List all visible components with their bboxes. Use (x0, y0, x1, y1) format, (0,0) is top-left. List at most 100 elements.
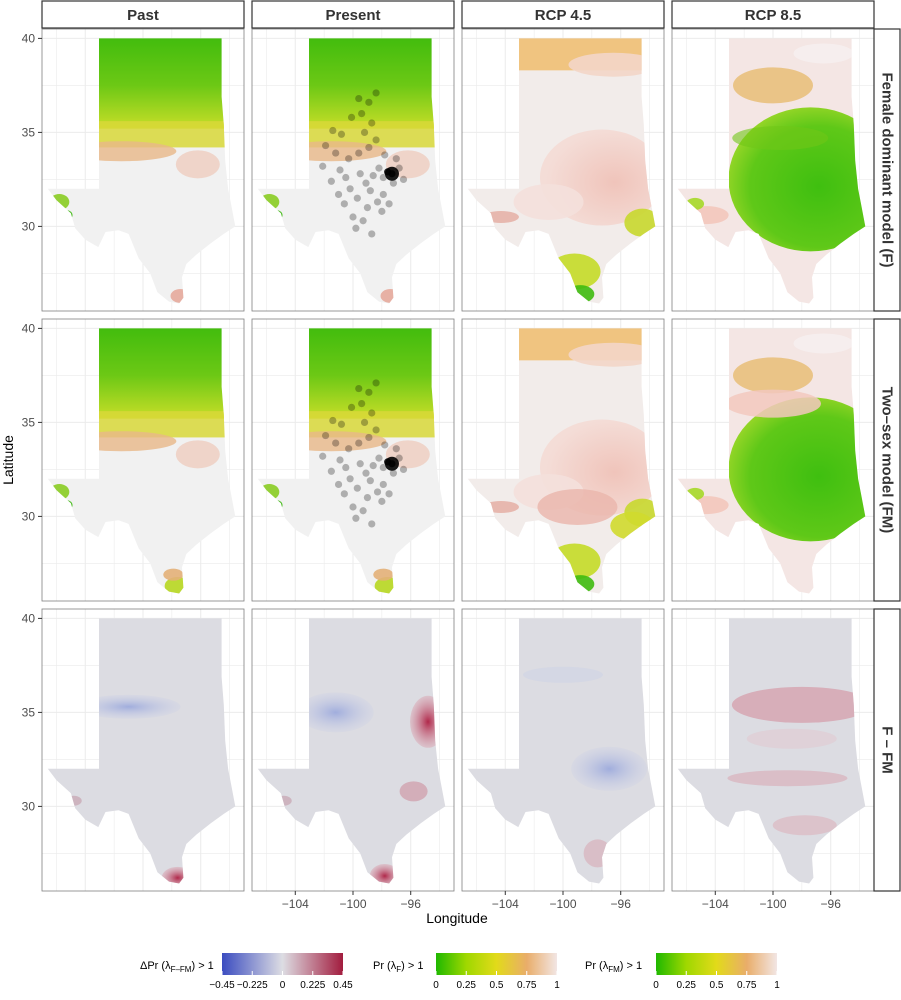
column-strip: RCP 8.5 (671, 0, 875, 29)
occurrence-point (334, 480, 343, 489)
occurrence-point (342, 463, 350, 472)
map-panel-r1-c3 (671, 318, 875, 602)
occurrence-point (352, 514, 360, 522)
column-strip: RCP 4.5 (461, 0, 665, 29)
raster-patch (297, 692, 374, 733)
row-strip-label: F – FM (879, 726, 896, 774)
x-axis-title: Longitude (426, 910, 488, 926)
occurrence-point (385, 490, 393, 498)
occurrence-point (353, 194, 361, 202)
occurrence-point (349, 213, 357, 221)
occurrence-point (385, 200, 393, 208)
legend-tick-label: 0.25 (457, 980, 477, 991)
occurrence-point (337, 420, 346, 428)
legend-tick-label: −0.225 (237, 980, 268, 991)
axes: 40 35 30 40 35 30 40 35 30 −104 −100 −96 −104 −100 −96… (22, 31, 842, 911)
occurrence-point (372, 89, 380, 97)
occurrence-point (337, 130, 346, 138)
map-panel-r1-c1 (251, 318, 455, 602)
occurrence-point (389, 179, 397, 187)
raster-patch (793, 43, 854, 64)
row-strip: Two–sex model (FM) (873, 318, 901, 602)
map-panel-r0-c3 (671, 28, 875, 312)
raster-patch (733, 357, 813, 394)
occurrence-point (369, 462, 377, 470)
occurrence-point (372, 426, 380, 434)
strip-box (461, 0, 665, 29)
occurrence-point (359, 507, 367, 515)
occurrence-point (332, 439, 340, 447)
y-tick-label: 40 (22, 611, 36, 625)
occurrence-point (327, 467, 335, 475)
row-strip-label: Two–sex model (FM) (879, 387, 896, 533)
occurrence-point (355, 149, 363, 157)
raster-patch (746, 728, 837, 749)
strip-box (671, 0, 875, 29)
occurrence-point (349, 503, 357, 511)
occurrence-point (327, 177, 335, 185)
colorbar-legend: Pr (λF) > 1 0 0.25 0.5 0.75 1 (373, 953, 560, 991)
occurrence-point (379, 173, 387, 182)
legend-tick-label: 0 (653, 980, 659, 991)
occurrence-point (321, 141, 330, 150)
panel-border (251, 318, 455, 602)
occurrence-point (365, 143, 373, 152)
x-tick-label: −100 (759, 897, 786, 911)
occurrence-point (392, 445, 400, 453)
legend-title: Pr (λF) > 1 (373, 960, 423, 974)
map-panel-r0-c1 (251, 28, 455, 312)
map-panel-r1-c0 (41, 318, 245, 602)
panel-border (41, 608, 245, 892)
occurrence-point (379, 480, 387, 489)
panel-border (461, 28, 665, 312)
y-tick-label: 30 (22, 219, 36, 233)
legend-tick-label: −0.45 (209, 980, 235, 991)
occurrence-point (356, 170, 364, 178)
strip-box (41, 0, 245, 29)
occurrence-point (369, 172, 377, 180)
colorbar (222, 953, 343, 975)
occurrence-point (368, 230, 376, 238)
occurrence-point (346, 185, 354, 193)
x-tick-label: −96 (401, 897, 422, 911)
raster-patch (373, 568, 394, 581)
occurrence-point (366, 477, 374, 485)
occurrence-point (362, 179, 370, 187)
row-strip-label: Female dominant model (F) (879, 72, 896, 267)
occurrence-point (355, 439, 363, 447)
map-panel-r0-c0 (41, 28, 245, 312)
occurrence-point (399, 175, 408, 183)
colorbar (436, 953, 557, 975)
legend-tick-label: 0.5 (490, 980, 504, 991)
legends: ΔPr (λF–FM) > 1 −0.45 −0.225 0 0.225 0.45 Pr (… (140, 953, 780, 991)
column-strip: Present (251, 0, 455, 29)
occurrence-point (368, 520, 376, 528)
occurrence-point (365, 388, 373, 396)
facet-strips: Past Present RCP 4.5 RCP 8.5 Female dominant… (41, 0, 901, 892)
x-tick-label: −100 (339, 897, 366, 911)
map-panel-r2-c3 (671, 608, 875, 892)
occurrence-point (375, 454, 383, 462)
panel-border (41, 318, 245, 602)
occurrence-point (399, 465, 408, 473)
column-strip: Past (41, 0, 245, 29)
legend-tick-label: 1 (774, 980, 780, 991)
raster-patch (571, 746, 648, 791)
raster-patch (523, 666, 603, 683)
occurrence-point (329, 416, 337, 425)
occurrence-point (353, 484, 361, 492)
raster-patch (568, 342, 656, 367)
raster-patch (728, 397, 866, 542)
legend-title: ΔPr (λF–FM) > 1 (140, 960, 214, 974)
occurrence-point (389, 469, 397, 477)
occurrence-point (347, 403, 356, 411)
raster-patch (513, 183, 584, 220)
y-tick-label: 35 (22, 125, 36, 139)
map-panel-r2-c0 (41, 608, 245, 892)
occurrence-point (334, 190, 343, 199)
x-tick-label: −104 (492, 897, 519, 911)
occurrence-point (321, 431, 330, 440)
legend-tick-label: 1 (554, 980, 560, 991)
panel-border (41, 28, 245, 312)
occurrence-point (332, 149, 340, 157)
